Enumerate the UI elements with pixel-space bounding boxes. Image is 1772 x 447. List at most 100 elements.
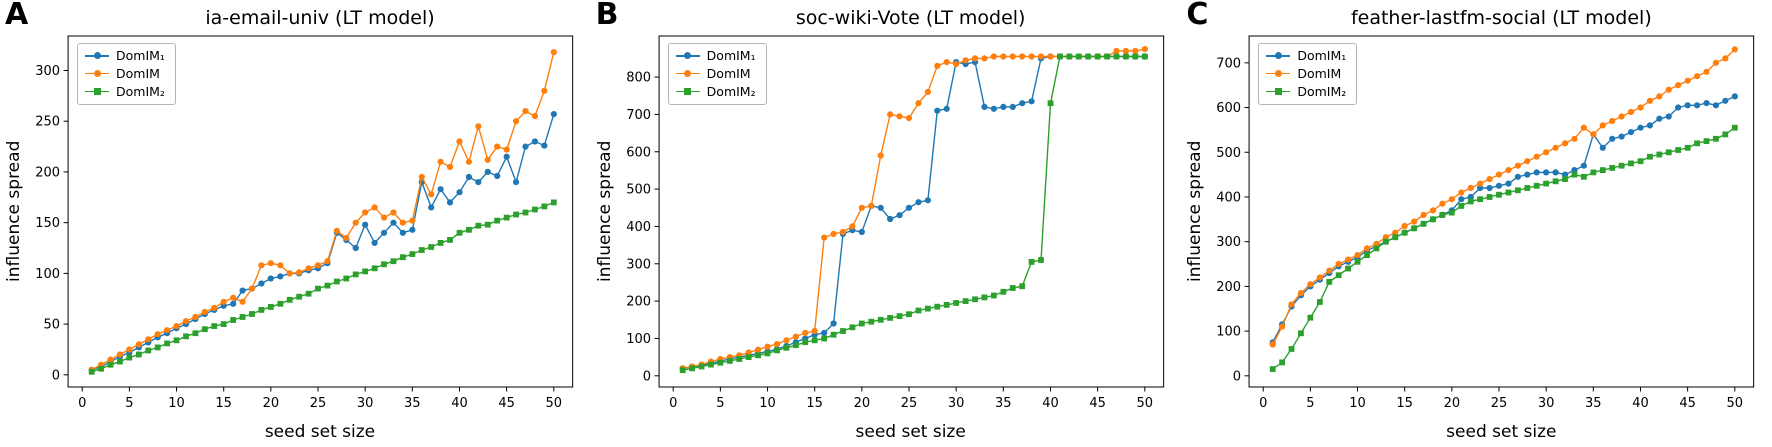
panel-c: C feather-lastfm-social (LT model) influ… (1181, 0, 1772, 447)
svg-text:35: 35 (995, 396, 1012, 411)
svg-text:150: 150 (35, 216, 60, 231)
svg-text:200: 200 (1217, 280, 1242, 295)
y-ticks: 0 100 200 300 400 500 600 700 800 (626, 71, 659, 384)
svg-text:5: 5 (1307, 396, 1315, 411)
legend-item-domim: DomIM (675, 66, 756, 81)
panel-letter-c: C (1186, 0, 1209, 32)
svg-text:5: 5 (125, 396, 133, 411)
y-ticks: 0 50 100 150 200 250 300 (35, 64, 69, 383)
svg-text:25: 25 (900, 396, 917, 411)
series-line-domim2 (1272, 127, 1736, 370)
legend-marker-domim1 (1266, 52, 1291, 60)
legend-label: DomIM₁ (706, 48, 756, 63)
axes-frame (658, 35, 1164, 388)
svg-text:30: 30 (1538, 396, 1555, 411)
svg-text:45: 45 (1680, 396, 1697, 411)
square-marker-icon (1274, 87, 1282, 95)
svg-text:50: 50 (1136, 396, 1153, 411)
svg-text:0: 0 (642, 369, 650, 384)
svg-text:0: 0 (1259, 396, 1267, 411)
y-axis-label-c: influence spread (1185, 140, 1206, 283)
square-marker-icon (684, 87, 692, 95)
svg-text:10: 10 (168, 396, 185, 411)
x-axis-label-c: seed set size (1446, 422, 1557, 442)
series-markers-domim (1269, 46, 1739, 348)
legend-label: DomIM₂ (116, 83, 165, 99)
legend-marker-domim2 (1266, 87, 1291, 95)
legend-marker-domim (85, 70, 109, 78)
x-ticks: 0 5 10 15 20 25 30 35 40 45 50 (78, 387, 562, 411)
panel-b: B soc-wiki-Vote (LT model) influence spr… (591, 0, 1182, 447)
series-line-domim1 (1272, 95, 1736, 343)
svg-text:300: 300 (626, 257, 651, 272)
y-ticks: 0 100 200 300 400 500 600 700 (1217, 56, 1250, 384)
series-markers-domim1 (1269, 93, 1739, 346)
legend-marker-domim (675, 70, 700, 78)
svg-text:50: 50 (1727, 396, 1744, 411)
svg-text:25: 25 (310, 396, 327, 411)
svg-text:15: 15 (1397, 396, 1414, 411)
legend-label: DomIM₁ (116, 48, 165, 63)
series-markers-domim2 (1270, 124, 1739, 372)
legend-c: DomIM₁ DomIM DomIM₂ (1258, 43, 1358, 106)
legend-label: DomIM₂ (706, 83, 756, 99)
svg-text:10: 10 (759, 396, 776, 411)
svg-text:700: 700 (626, 108, 651, 123)
chart-canvas-c: 0 5 10 15 20 25 30 35 40 45 5001002003004005006007… (1217, 35, 1755, 411)
svg-text:100: 100 (626, 332, 651, 347)
svg-text:300: 300 (1217, 235, 1242, 250)
svg-text:20: 20 (853, 396, 870, 411)
svg-text:0: 0 (669, 396, 677, 411)
circle-marker-icon (93, 52, 101, 60)
x-axis-label-a: seed set size (264, 422, 376, 442)
x-ticks: 0 5 10 15 20 25 30 35 40 45 50 (669, 387, 1153, 411)
legend-marker-domim2 (85, 87, 109, 95)
legend-b: DomIM₁ DomIM DomIM₂ (667, 43, 767, 106)
legend-label: DomIM (116, 65, 160, 81)
axes-frame (67, 35, 574, 388)
svg-text:10: 10 (1350, 396, 1367, 411)
svg-text:45: 45 (1089, 396, 1106, 411)
svg-text:35: 35 (404, 396, 421, 411)
svg-text:40: 40 (1633, 396, 1650, 411)
svg-text:800: 800 (626, 71, 651, 86)
chart-canvas-a: 0 5 10 15 20 25 30 35 40 45 50 0 50 100 150 200 250 300 (35, 35, 574, 411)
circle-marker-icon (1274, 70, 1282, 78)
y-axis-label-a: influence spread (4, 140, 24, 283)
circle-marker-icon (684, 52, 692, 60)
circle-marker-icon (93, 70, 101, 78)
svg-text:25: 25 (1491, 396, 1508, 411)
y-axis-label-b: influence spread (594, 140, 615, 283)
svg-text:300: 300 (35, 64, 60, 79)
series-markers-domim2 (679, 53, 1148, 374)
chart-canvas-b: 0 5 10 15 20 25 30 35 40 45 5001002003004005006007… (626, 35, 1164, 411)
svg-text:5: 5 (716, 396, 724, 411)
axes-frame (1248, 35, 1755, 388)
svg-text:30: 30 (357, 396, 374, 411)
svg-text:20: 20 (263, 396, 280, 411)
legend-item-domim2: DomIM₂ (1266, 83, 1347, 99)
legend-item-domim2: DomIM₂ (85, 83, 165, 99)
svg-text:0: 0 (52, 368, 60, 383)
panel-letter-a: A (5, 0, 29, 32)
series-markers-domim2 (88, 199, 557, 375)
svg-text:100: 100 (35, 267, 60, 282)
svg-text:400: 400 (1217, 190, 1242, 205)
legend-label: DomIM₂ (1297, 83, 1347, 99)
series-markers-domim (88, 49, 557, 373)
legend-marker-domim2 (675, 87, 700, 95)
svg-text:15: 15 (806, 396, 823, 411)
chart-title-b: soc-wiki-Vote (LT model) (795, 7, 1026, 29)
svg-text:45: 45 (498, 396, 515, 411)
svg-text:250: 250 (35, 115, 60, 130)
square-marker-icon (93, 87, 101, 95)
legend-item-domim2: DomIM₂ (675, 83, 756, 99)
x-ticks: 0 5 10 15 20 25 30 35 40 45 50 (1259, 387, 1743, 411)
panel-letter-b: B (595, 0, 619, 32)
svg-text:400: 400 (626, 220, 651, 235)
series-line-domim1 (91, 113, 555, 371)
svg-text:600: 600 (626, 145, 651, 160)
svg-text:600: 600 (1217, 101, 1242, 116)
svg-text:500: 500 (1217, 146, 1242, 161)
